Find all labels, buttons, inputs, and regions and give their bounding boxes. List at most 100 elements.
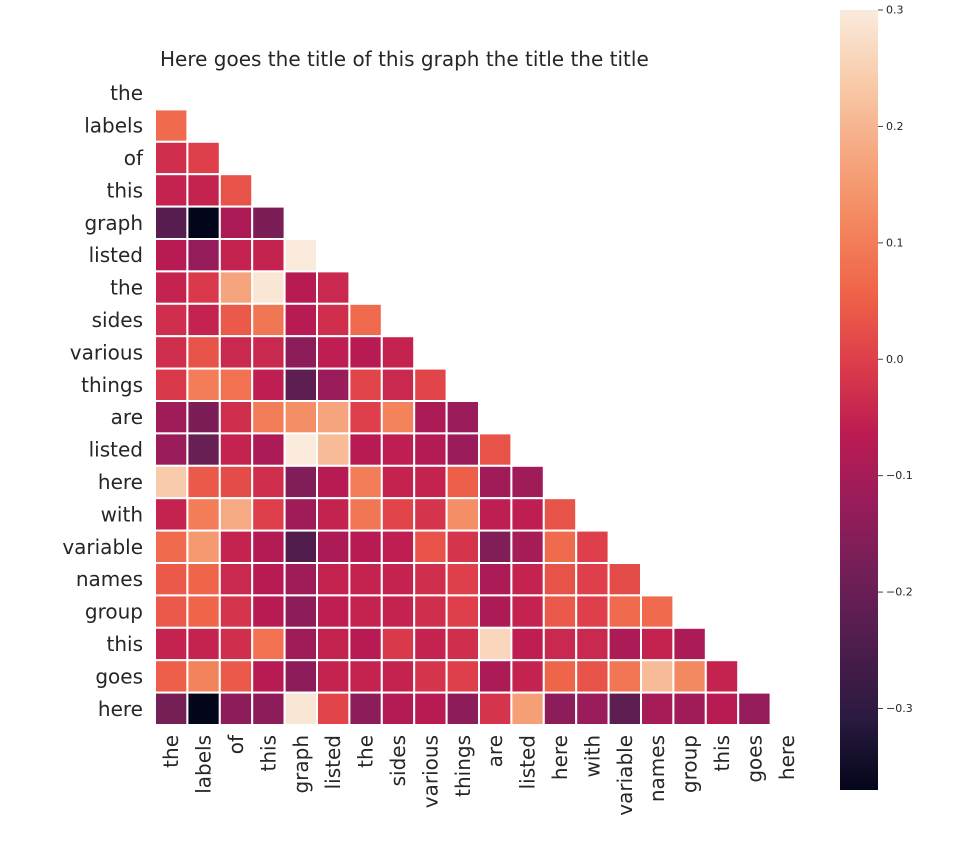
column-labels: the labels of this graph listed the sides variou… [159,734,799,816]
heatmap-cell [154,270,189,305]
heatmap-cell [380,464,416,500]
heatmap-cell [348,400,383,435]
heatmap-cell [154,400,189,435]
heatmap-cell [218,691,254,726]
column-label: the [159,735,183,768]
column-label: listed [321,735,345,789]
heatmap-cell [413,367,448,403]
heatmap-cell [575,529,610,564]
heatmap-cell [218,335,254,370]
heatmap-cell [316,367,351,403]
colorbar-tick-label: −0.2 [886,586,913,599]
heatmap-cell [478,659,513,694]
heatmap-cell [445,626,481,662]
row-label: are [111,405,143,429]
heatmap-cell [316,400,351,435]
heatmap-cell [413,497,448,532]
heatmap-cell [672,691,707,726]
column-label: goes [742,735,766,783]
column-label: graph [289,735,313,794]
heatmap-cell [380,626,416,662]
row-label: this [107,632,144,656]
heatmap-cell [251,302,286,338]
row-label: names [76,567,143,591]
heatmap-cell [478,626,513,662]
heatmap-cell [251,335,286,370]
heatmap-cell [510,464,545,500]
row-label: here [98,697,143,721]
row-label: listed [89,243,143,267]
heatmap-cell [575,659,610,694]
column-label: with [580,735,604,777]
heatmap-cell [607,659,642,694]
heatmap-cell [672,626,707,662]
heatmap-cell [640,626,675,662]
heatmap-cell [413,432,448,467]
heatmap-cell [154,626,189,662]
heatmap-cell [218,238,254,273]
heatmap-cell [154,562,189,597]
heatmap-cell [316,432,351,467]
heatmap-cell [154,594,189,629]
heatmap-cell [510,594,545,629]
heatmap-cell [542,497,578,532]
heatmap-cell [251,562,286,597]
heatmap-cell [316,691,351,726]
heatmap-cell [218,400,254,435]
heatmap-cell [510,626,545,662]
heatmap-cell [154,659,189,694]
heatmap-cell [154,302,189,338]
row-label: the [110,81,143,105]
heatmap-cell [186,205,221,241]
heatmap-cell [251,367,286,403]
heatmap-cell [413,691,448,726]
row-label: things [81,373,143,397]
heatmap-cell [154,497,189,532]
heatmap-cell [316,529,351,564]
heatmap-cell [186,464,221,500]
column-label: here [775,735,799,780]
column-label: names [645,735,669,802]
heatmap-cells [154,108,772,726]
row-label: various [70,340,143,364]
heatmap-cell [348,594,383,629]
heatmap-cell [186,173,221,208]
column-label: the [354,735,378,768]
heatmap-cell [283,626,319,662]
heatmap-cell [413,562,448,597]
heatmap-cell [316,270,351,305]
heatmap-cell [542,594,578,629]
column-label: things [451,735,475,797]
heatmap-cell [283,367,319,403]
row-label: of [124,146,144,170]
heatmap-cell [251,529,286,564]
heatmap-cell [607,594,642,629]
column-label: listed [516,735,540,789]
heatmap-cell [348,691,383,726]
heatmap-cell [542,691,578,726]
heatmap-cell [218,626,254,662]
heatmap-cell [283,335,319,370]
heatmap-cell [283,302,319,338]
heatmap-cell [251,400,286,435]
heatmap-cell [348,464,383,500]
heatmap-cell [380,691,416,726]
heatmap-cell [445,464,481,500]
row-label: goes [95,664,143,688]
heatmap-cell [478,464,513,500]
heatmap-cell [737,691,772,726]
heatmap-cell [218,529,254,564]
heatmap-cell [380,400,416,435]
heatmap-cell [186,432,221,467]
heatmap-cell [380,659,416,694]
column-label: this [710,735,734,772]
heatmap-cell [251,626,286,662]
heatmap-cell [154,173,189,208]
heatmap-cell [251,691,286,726]
heatmap-cell [186,400,221,435]
heatmap-cell [154,529,189,564]
heatmap-cell [283,432,319,467]
heatmap-cell [445,497,481,532]
heatmap-cell [251,432,286,467]
